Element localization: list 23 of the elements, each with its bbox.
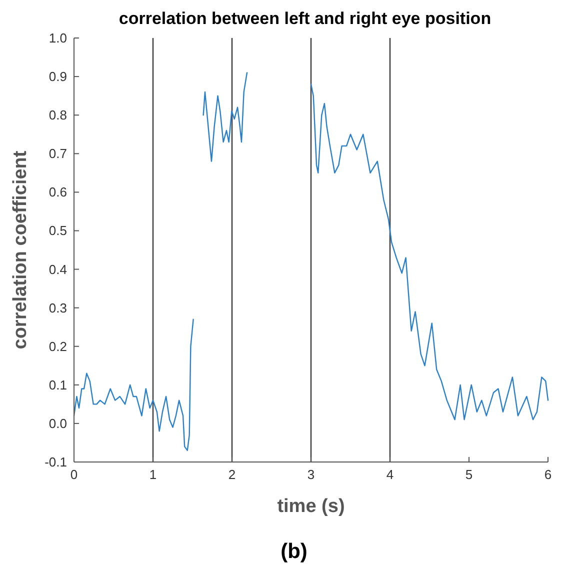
- y-tick-label: 0.6: [48, 184, 67, 200]
- text: (b): [280, 540, 308, 563]
- x-tick-label: 2: [228, 467, 236, 482]
- y-tick-label: 0.9: [48, 69, 67, 84]
- x-tick-label: 5: [465, 467, 473, 482]
- x-tick-label: 6: [544, 467, 552, 482]
- y-tick-label: 0.5: [48, 223, 67, 238]
- chart-title: correlation between left and right eye position: [118, 9, 492, 28]
- y-tick-label: 0.0: [48, 416, 67, 431]
- y-tick-label: 1.0: [48, 30, 67, 46]
- y-tick-label: 0.1: [48, 377, 67, 392]
- y-tick-label: 0.4: [48, 262, 67, 277]
- y-tick-label: 0.7: [48, 146, 67, 162]
- x-tick-label: 1: [149, 467, 157, 482]
- x-tick-label: 4: [386, 467, 394, 482]
- y-tick-label: -0.1: [44, 454, 67, 470]
- y-tick-label: 0.3: [48, 300, 67, 316]
- y-axis-title: correlation coefficient: [10, 150, 31, 350]
- y-tick-label: 0.2: [48, 338, 67, 354]
- x-tick-label: 3: [307, 467, 315, 482]
- x-tick-label: 0: [70, 467, 78, 482]
- x-axis-title: time (s): [277, 496, 345, 517]
- y-tick-label: 0.8: [48, 108, 67, 123]
